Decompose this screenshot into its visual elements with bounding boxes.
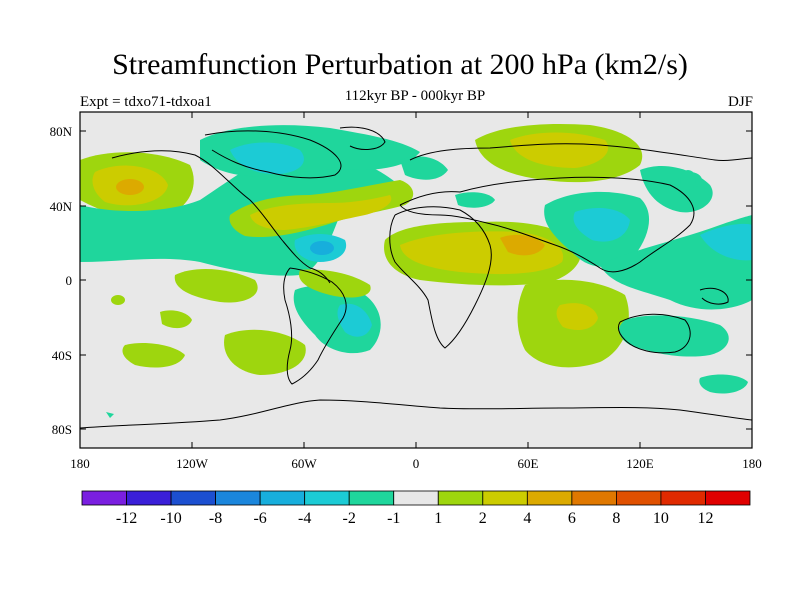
lat-label: 40N bbox=[50, 199, 73, 214]
contour-positive-region bbox=[111, 295, 125, 305]
coastline-indonesia bbox=[699, 287, 729, 305]
colorbar-label: 4 bbox=[523, 510, 531, 527]
coastline-greenland bbox=[339, 126, 386, 150]
colorbar-swatch bbox=[571, 490, 617, 506]
contour-negative-region bbox=[680, 170, 696, 190]
contour-negative-region bbox=[106, 412, 114, 418]
lon-label: 60E bbox=[518, 456, 539, 471]
latitude-labels: 80N 40N 0 40S 80S bbox=[50, 124, 73, 437]
contour-positive-region bbox=[500, 234, 545, 256]
lat-label: 0 bbox=[66, 273, 73, 288]
contour-negative-region bbox=[699, 374, 748, 394]
colorbar-label: 10 bbox=[653, 510, 669, 527]
contour-positive-region bbox=[250, 195, 392, 230]
coastline-north-america bbox=[111, 150, 331, 284]
contour-positive-region bbox=[510, 132, 609, 168]
time-difference-label: 112kyr BP - 000kyr BP bbox=[344, 88, 486, 104]
map-plot-area bbox=[80, 112, 752, 448]
coastline-eurasia bbox=[399, 176, 695, 273]
lon-label: 120E bbox=[626, 456, 654, 471]
coastline-canada bbox=[204, 130, 342, 179]
coastline-africa bbox=[389, 206, 492, 349]
colorbar-label: -8 bbox=[209, 510, 222, 527]
longitude-labels: 180 120W 60W 0 60E 120E 180 bbox=[70, 456, 762, 471]
contour-negative-region bbox=[310, 241, 334, 255]
colorbar-swatch bbox=[393, 490, 439, 506]
contour-positive-region bbox=[224, 329, 306, 375]
colorbar-swatch bbox=[705, 490, 751, 506]
colorbar-swatch bbox=[616, 490, 662, 506]
coastlines bbox=[80, 126, 752, 429]
coastline-arctic bbox=[409, 143, 752, 162]
contour-positive-region bbox=[160, 310, 192, 329]
lon-label: 0 bbox=[413, 456, 420, 471]
season-label: DJF bbox=[727, 94, 753, 110]
contour-negative-region bbox=[230, 142, 304, 175]
contour-positive-region bbox=[556, 303, 598, 330]
contour-negative-region bbox=[573, 208, 630, 242]
colorbar-swatch bbox=[348, 490, 395, 506]
lat-label: 80N bbox=[50, 124, 73, 139]
colorbar-label: -1 bbox=[387, 510, 400, 527]
map-title: Streamfunction Perturbation at 200 hPa (… bbox=[112, 48, 688, 81]
colorbar-label: -10 bbox=[160, 510, 181, 527]
lat-label: 80S bbox=[52, 422, 72, 437]
contour-negative-region bbox=[337, 303, 372, 337]
colorbar-swatch bbox=[215, 490, 261, 506]
colorbar-swatch bbox=[126, 490, 172, 506]
colorbar-label: 6 bbox=[568, 510, 576, 527]
colorbar-label: 1 bbox=[434, 510, 442, 527]
colorbar-swatch bbox=[304, 490, 350, 506]
contour-positive-region bbox=[174, 268, 258, 303]
colorbar-label: -6 bbox=[253, 510, 266, 527]
colorbar-swatch bbox=[526, 490, 573, 506]
lat-label: 40S bbox=[52, 348, 72, 363]
colorbar-label: 12 bbox=[697, 510, 713, 527]
contour-negative-region bbox=[618, 315, 729, 357]
contour-negative-region bbox=[455, 192, 495, 208]
contour-fields bbox=[80, 123, 752, 418]
experiment-label: Expt = tdxo71-tdxoa1 bbox=[80, 94, 212, 110]
colorbar-label: 2 bbox=[479, 510, 487, 527]
colorbar-label: 8 bbox=[612, 510, 620, 527]
colorbar-label: -12 bbox=[116, 510, 137, 527]
contour-positive-region bbox=[122, 343, 185, 368]
colorbar-swatch bbox=[170, 490, 216, 506]
colorbar-label: -4 bbox=[298, 510, 311, 527]
colorbar-swatch bbox=[660, 490, 706, 506]
colorbar: -12 -10 -8 -6 -4 -2 -1 1 2 4 6 8 10 12 bbox=[81, 490, 751, 527]
coastline-antarctica bbox=[80, 399, 752, 429]
colorbar-swatch bbox=[482, 490, 528, 506]
axis-ticks bbox=[80, 112, 752, 448]
lon-label: 60W bbox=[291, 456, 317, 471]
contour-positive-region bbox=[299, 269, 371, 298]
colorbar-swatch bbox=[81, 490, 127, 506]
contour-positive-region bbox=[116, 179, 144, 195]
contour-negative-region bbox=[400, 156, 448, 180]
colorbar-swatch bbox=[437, 490, 484, 506]
contour-negative-region bbox=[700, 223, 752, 261]
coastline-south-america bbox=[283, 267, 347, 385]
lon-label: 180 bbox=[742, 456, 762, 471]
coastline-australia bbox=[617, 313, 691, 354]
colorbar-swatch bbox=[259, 490, 306, 506]
colorbar-label: -2 bbox=[343, 510, 356, 527]
lon-label: 180 bbox=[70, 456, 90, 471]
lon-label: 120W bbox=[176, 456, 209, 471]
